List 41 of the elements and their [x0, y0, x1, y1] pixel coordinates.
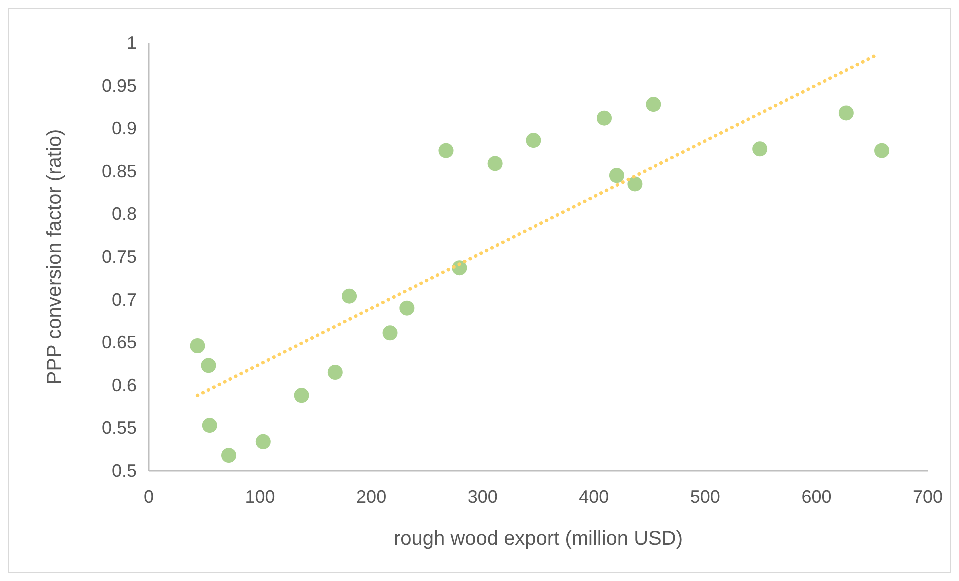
y-tick-label: 0.9	[112, 118, 137, 139]
x-tick-label: 100	[245, 487, 276, 507]
x-axis-title: rough wood export (million USD)	[394, 528, 684, 550]
point	[488, 156, 503, 172]
y-tick-label: 0.75	[102, 247, 137, 267]
point	[256, 434, 271, 450]
point	[328, 365, 343, 380]
point	[294, 388, 310, 404]
point	[382, 326, 398, 341]
point	[646, 97, 662, 112]
y-tick-label: 0.6	[112, 375, 137, 396]
y-tick-label: 1	[126, 33, 137, 53]
y-tick-label: 0.65	[102, 332, 137, 353]
y-tick-label: 0.8	[112, 204, 137, 224]
point	[752, 142, 768, 157]
y-tick-label: 0.7	[112, 290, 137, 310]
y-tick-label: 0.55	[102, 418, 137, 438]
x-tick-label: 400	[579, 487, 610, 507]
x-tick-label: 500	[690, 487, 720, 507]
y-tick-label: 0.5	[112, 461, 137, 481]
point	[202, 418, 218, 434]
point	[838, 106, 854, 121]
y-axis-title: PPP conversion factor (ratio)	[44, 129, 66, 385]
point	[400, 300, 415, 316]
y-tick-label: 0.95	[102, 76, 137, 96]
x-tick-label: 600	[802, 487, 832, 507]
point	[874, 143, 890, 158]
x-tick-label: 0	[144, 487, 154, 507]
point	[342, 288, 358, 304]
point	[609, 168, 624, 184]
point	[526, 133, 542, 148]
y-tick-label: 0.85	[102, 161, 137, 182]
point	[438, 143, 454, 158]
x-tick-label: 700	[912, 487, 944, 507]
point	[628, 176, 643, 192]
point	[596, 110, 612, 126]
point	[222, 448, 237, 464]
point	[190, 338, 206, 354]
x-tick-label: 300	[468, 487, 498, 507]
x-tick-label: 200	[356, 487, 387, 507]
point	[201, 358, 216, 374]
